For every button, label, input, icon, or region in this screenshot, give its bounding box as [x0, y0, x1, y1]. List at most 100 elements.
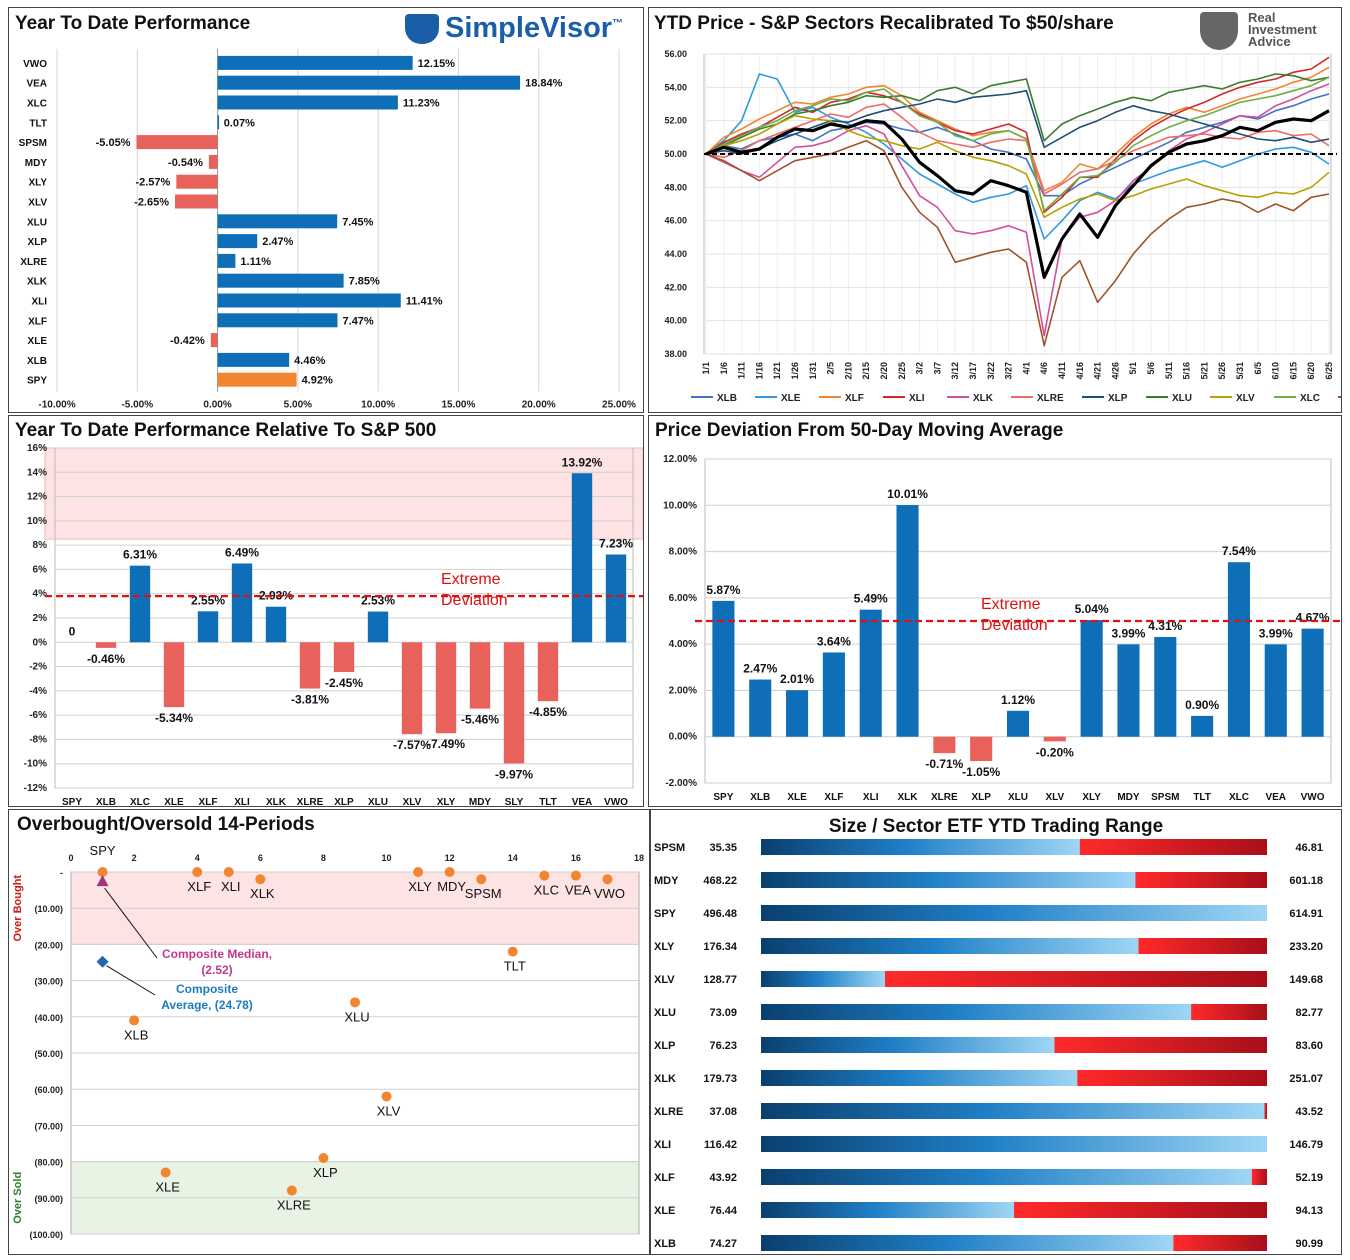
rel-data-label: -7.49%: [427, 737, 465, 751]
dev-bar: [1264, 644, 1287, 737]
dev-y-tick: 10.00%: [663, 500, 697, 511]
range-row-high: 82.77: [1295, 1007, 1323, 1019]
rel-category-label: VWO: [604, 797, 628, 806]
obos-point-xle: [160, 1167, 171, 1178]
price-x-tick: 2/15: [861, 362, 871, 380]
rel-data-label: -0.46%: [87, 652, 125, 666]
range-bar-low-segment: [761, 971, 885, 987]
range-bar-low-segment: [761, 839, 1080, 855]
dev-category-label: XLU: [1008, 792, 1028, 803]
range-row-low: 468.22: [703, 875, 737, 887]
dev-bar: [1227, 562, 1250, 737]
dev-category-label: XLC: [1229, 792, 1249, 803]
price-x-tick: 6/15: [1288, 362, 1298, 380]
range-row-high: 94.13: [1295, 1205, 1323, 1217]
ria-logo: Real Investment Advice: [1200, 11, 1317, 50]
ytd-bar: [217, 55, 413, 70]
obos-point-label: XLB: [124, 1027, 149, 1042]
range-bar-high-segment: [884, 971, 1267, 987]
range-row-high: 614.91: [1289, 908, 1323, 920]
ytd-tick-label: 5.00%: [284, 400, 312, 411]
rel-y-tick: 2%: [33, 613, 48, 624]
dev-category-label: SPY: [713, 792, 733, 803]
dev-bar: [822, 652, 845, 737]
dev-data-label: 3.64%: [817, 634, 851, 648]
rel-data-label: 7.23%: [599, 536, 633, 550]
range-row-low: 176.34: [703, 941, 738, 953]
rel-data-label: 2.55%: [191, 593, 225, 607]
ytd-data-label: 7.47%: [343, 315, 374, 327]
range-row-low: 35.35: [709, 842, 737, 854]
obos-point-label: XLC: [534, 883, 559, 898]
dev-data-label: 10.01%: [887, 487, 928, 501]
obos-point-xlp: [318, 1152, 329, 1163]
price-title: YTD Price - S&P Sectors Recalibrated To …: [654, 13, 1114, 34]
obos-point-label: XLK: [250, 886, 275, 901]
ytd-category-label: XLU: [27, 217, 47, 228]
rel-category-label: XLY: [437, 797, 456, 806]
obos-point-spsm: [476, 874, 487, 885]
price-x-tick: 4/16: [1075, 362, 1085, 380]
rel-bar: [435, 642, 457, 734]
price-x-tick: 6/5: [1253, 362, 1263, 375]
composite-average-leader: [106, 965, 156, 996]
obos-title: Overbought/Oversold 14-Periods: [17, 814, 315, 835]
simplevisor-logo: SimpleVisor™: [405, 12, 623, 45]
price-series-line-xlu: [705, 73, 1330, 155]
rel-category-label: XLB: [96, 797, 116, 806]
dev-category-label: XLRE: [931, 792, 958, 803]
rel-category-label: XLC: [130, 797, 150, 806]
obos-x-tick: 14: [508, 853, 518, 863]
dev-y-tick: 8.00%: [669, 547, 697, 558]
obos-point-xlv: [381, 1091, 392, 1102]
price-x-tick: 1/1: [701, 362, 711, 375]
price-series-line-xlc: [705, 76, 1330, 212]
obos-y-tick: (50.00): [34, 1049, 63, 1059]
range-row-low: 76.23: [709, 1040, 737, 1052]
obos-x-tick: 16: [571, 853, 581, 863]
range-row-high: 251.07: [1289, 1073, 1323, 1085]
ytd-data-label: -2.57%: [135, 177, 170, 189]
dev-data-label: 0.90%: [1185, 698, 1219, 712]
obos-y-tick: (80.00): [34, 1158, 63, 1168]
range-row-high: 52.19: [1295, 1172, 1323, 1184]
ytd-bar: [217, 115, 220, 130]
rel-category-label: XLRE: [297, 797, 324, 806]
rel-y-tick: 16%: [27, 443, 47, 454]
panel-ytd-performance: Year To Date Performance -10.00% -5.00% 0.…: [8, 7, 644, 413]
obos-point-label: XLE: [155, 1179, 180, 1194]
obos-point-xlre: [286, 1185, 297, 1196]
obos-point-label: XLF: [187, 879, 211, 894]
range-bar-high-segment: [1077, 1070, 1267, 1086]
dev-data-label: 3.99%: [1111, 626, 1145, 640]
price-x-tick: 3/7: [932, 362, 942, 375]
rel-bar: [95, 642, 117, 648]
price-y-tick: 42.00: [664, 282, 687, 292]
dev-category-label: XLI: [863, 792, 879, 803]
range-bar-high-segment: [1173, 1235, 1267, 1251]
dev-data-label: 5.04%: [1075, 602, 1109, 616]
ytd-tick-label: 0.00%: [203, 400, 231, 411]
range-row-low: 128.77: [703, 974, 737, 986]
ytd-category-label: XLB: [27, 356, 47, 367]
ytd-bar: [217, 352, 290, 367]
price-x-tick: 2/5: [826, 362, 836, 375]
ytd-data-label: -0.42%: [170, 335, 205, 347]
range-row-high: 43.52: [1295, 1106, 1323, 1118]
price-y-tick: 52.00: [664, 116, 687, 126]
price-x-tick: 1/11: [737, 362, 747, 379]
ytd-category-label: TLT: [29, 118, 47, 129]
ytd-data-label: -5.05%: [96, 137, 131, 149]
ytd-bar: [136, 135, 218, 150]
obos-point-label: SPY: [90, 843, 116, 858]
ytd-tick-label: 20.00%: [522, 400, 556, 411]
obos-x-tick: 18: [634, 853, 644, 863]
dev-category-label: SPSM: [1151, 792, 1179, 803]
range-row-name: XLK: [654, 1073, 676, 1085]
rel-extreme-band: [44, 447, 643, 540]
obos-y-tick: (100.00): [29, 1230, 63, 1240]
ytd-bar: [217, 95, 398, 110]
range-bar-high-segment: [1054, 1037, 1267, 1053]
rel-y-tick: 10%: [27, 516, 47, 527]
rel-category-label: VEA: [572, 797, 593, 806]
